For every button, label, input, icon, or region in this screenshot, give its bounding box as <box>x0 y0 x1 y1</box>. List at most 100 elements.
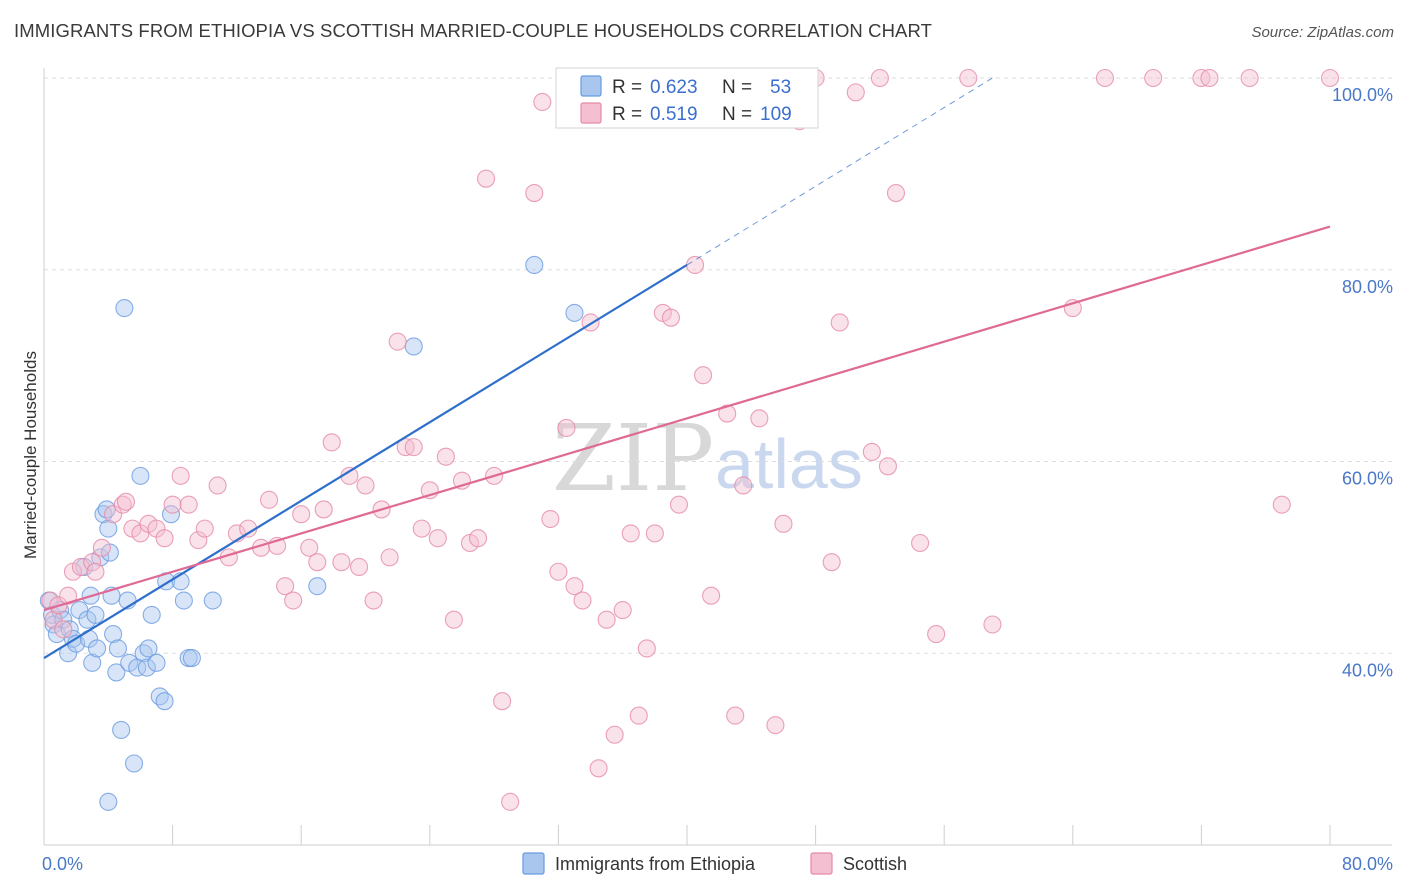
ethiopia-point-23 <box>104 625 123 644</box>
ethiopia-point-15 <box>86 605 105 624</box>
scottish-point-107 <box>1272 495 1291 514</box>
scottish-point-22 <box>195 519 214 538</box>
scottish-point-83 <box>734 476 753 495</box>
scottish-point-46 <box>404 438 423 457</box>
scottish-point-65 <box>573 591 592 610</box>
scottish-point-98 <box>927 625 946 644</box>
axes <box>43 68 1392 846</box>
trend-line-ethiopia-extension <box>686 77 993 266</box>
scottish-point-85 <box>766 716 785 735</box>
ethiopia-point-16 <box>87 639 107 658</box>
series-ethiopia-points <box>39 255 584 811</box>
bottom-legend-swatch-ethiopia <box>522 852 545 875</box>
scottish-point-73 <box>637 639 656 658</box>
scottish-point-18 <box>163 495 182 514</box>
scottish-point-59 <box>525 184 544 203</box>
scottish-point-84 <box>750 409 769 428</box>
scottish-point-76 <box>661 308 680 327</box>
legend-r-label-scottish: R = <box>612 104 642 125</box>
scottish-point-21 <box>189 531 208 550</box>
scottish-point-37 <box>332 553 351 572</box>
ethiopia-point-37 <box>147 653 166 672</box>
scottish-point-32 <box>292 505 311 524</box>
ethiopia-point-45 <box>182 648 201 668</box>
scottish-point-50 <box>436 447 455 466</box>
scottish-point-86 <box>774 514 793 533</box>
y-tick-label-1: 60.0% <box>1342 469 1393 489</box>
ethiopia-point-38 <box>150 687 169 706</box>
scottish-point-77 <box>669 495 689 514</box>
scottish-point-54 <box>468 529 488 548</box>
x-tick-label-0: 0.0% <box>42 854 83 874</box>
chart-title: IMMIGRANTS FROM ETHIOPIA VS SCOTTISH MAR… <box>14 20 933 41</box>
ethiopia-point-34 <box>137 658 156 677</box>
scottish-point-94 <box>870 68 889 88</box>
scottish-point-9 <box>92 538 111 557</box>
ethiopia-point-46 <box>203 591 222 610</box>
legend-r-value-scottish: 0.519 <box>650 104 698 125</box>
scottish-point-40 <box>356 476 375 495</box>
scottish-point-68 <box>597 610 616 629</box>
ethiopia-point-39 <box>155 692 174 711</box>
scottish-point-47 <box>412 519 431 538</box>
legend-n-value-scottish: 109 <box>760 104 792 125</box>
source-label: Source: ZipAtlas.com <box>1251 24 1394 41</box>
trend-lines <box>43 77 1331 659</box>
ethiopia-point-30 <box>124 754 144 773</box>
scottish-point-79 <box>694 366 713 385</box>
scottish-point-58 <box>501 792 520 811</box>
scottish-point-6 <box>71 557 91 577</box>
legend-swatch-ethiopia <box>580 75 602 97</box>
scottish-point-20 <box>179 495 198 514</box>
scottish-point-90 <box>822 553 841 572</box>
scottish-point-31 <box>284 591 303 610</box>
bottom-legend-label-ethiopia: Immigrants from Ethiopia <box>555 854 756 874</box>
y-tick-label-2: 80.0% <box>1342 277 1393 297</box>
scottish-point-60 <box>533 92 552 112</box>
scottish-point-11 <box>113 495 132 514</box>
ethiopia-point-5 <box>54 610 73 629</box>
ethiopia-point-14 <box>83 653 102 672</box>
ethiopia-point-21 <box>99 519 118 538</box>
scottish-point-78 <box>685 255 705 275</box>
trend-line-scottish <box>43 225 1331 612</box>
scottish-point-62 <box>549 562 568 581</box>
scottish-point-30 <box>276 577 295 596</box>
tick-labels: 40.0% 60.0% 80.0% 100.0% 0.0% 80.0% <box>42 85 1393 874</box>
scottish-point-51 <box>444 610 463 629</box>
ethiopia-point-26 <box>112 720 131 740</box>
scottish-point-1 <box>44 610 63 629</box>
legend-n-label-ethiopia: N = <box>722 77 752 98</box>
scottish-point-97 <box>911 533 930 553</box>
scottish-point-57 <box>493 692 512 711</box>
scottish-point-67 <box>589 759 608 778</box>
scottish-point-35 <box>314 500 333 519</box>
legend-n-label-scottish: N = <box>722 104 752 125</box>
watermark-atlas: atlas <box>715 425 863 503</box>
scottish-point-34 <box>308 553 327 572</box>
ethiopia-point-32 <box>131 466 150 485</box>
watermark-zip: ZIP <box>552 405 714 512</box>
scottish-point-36 <box>322 433 341 452</box>
ethiopia-point-24 <box>107 663 126 682</box>
ethiopia-point-25 <box>108 639 127 658</box>
ethiopia-point-43 <box>174 591 193 610</box>
scottish-point-23 <box>208 476 227 495</box>
scottish-point-105 <box>1200 68 1219 88</box>
scottish-point-55 <box>477 169 496 188</box>
scottish-point-39 <box>350 557 369 577</box>
ethiopia-point-36 <box>142 605 161 624</box>
scottish-point-93 <box>862 442 881 461</box>
scottish-point-64 <box>565 577 584 596</box>
scottish-point-61 <box>541 509 560 529</box>
legend-n-value-ethiopia: 53 <box>770 77 791 98</box>
scottish-point-95 <box>878 457 897 476</box>
scottish-point-69 <box>605 725 624 744</box>
legend-r-value-ethiopia: 0.623 <box>650 77 698 98</box>
bottom-legend-swatch-scottish <box>810 852 833 875</box>
series-scottish-points <box>41 68 1340 811</box>
scottish-point-4 <box>59 586 78 605</box>
bottom-legend-label-scottish: Scottish <box>843 854 907 874</box>
stats-legend: R = 0.623 N = 53 R = 0.519 N = 109 <box>555 67 819 129</box>
